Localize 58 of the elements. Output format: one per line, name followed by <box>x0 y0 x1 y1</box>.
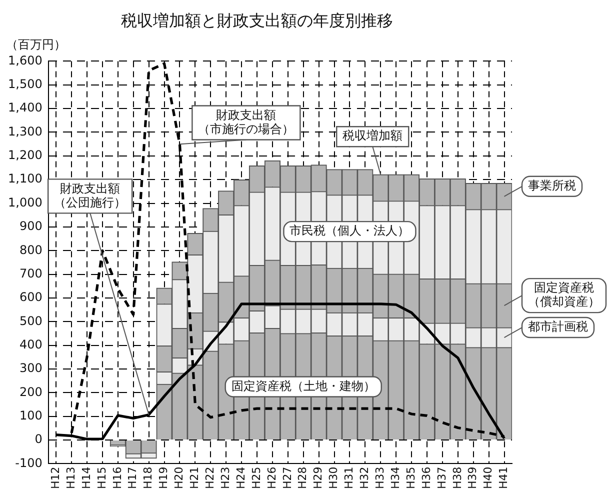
x-tick-label: H37 <box>435 466 448 490</box>
y-tick-label: 1,300 <box>8 124 42 138</box>
y-tick-label: 100 <box>19 408 42 422</box>
x-tick-label: H39 <box>466 466 480 490</box>
x-tick-label: H26 <box>265 466 278 490</box>
x-tick-label: H20 <box>172 466 186 490</box>
x-tick-label: H29 <box>312 466 325 490</box>
text: 財政支出額（公団施行） <box>54 181 126 210</box>
x-tick-label: H24 <box>234 466 248 490</box>
x-tick-label: H14 <box>80 466 93 490</box>
x-tick-label: H21 <box>188 466 202 490</box>
y-tick-label: 700 <box>19 266 42 280</box>
y-tick-label: 600 <box>19 290 42 304</box>
x-tick-label: H32 <box>358 466 372 490</box>
x-tick-label: H34 <box>388 466 402 490</box>
x-tick-label: H22 <box>203 466 216 490</box>
y-tick-label: 1,000 <box>8 195 42 210</box>
y-tick-label: 300 <box>19 361 42 376</box>
x-tick-label: H17 <box>126 466 140 490</box>
y-tick-label: 1,100 <box>8 172 42 186</box>
x-tick-label: H19 <box>157 466 170 490</box>
y-tick-label: 500 <box>19 314 42 328</box>
series-label: 固定資産税（土地・建物） <box>231 378 376 393</box>
x-tick-label: H25 <box>250 466 263 490</box>
y-tick-label: 1,500 <box>8 77 42 92</box>
x-tick-label: H15 <box>95 466 108 490</box>
series-label: 固定資産税（償却資産） <box>528 280 600 309</box>
x-tick-label: H31 <box>342 466 356 490</box>
chart-title: 税収増加額と財政支出額の年度別推移 <box>121 10 393 30</box>
series-label: 事業所税 <box>528 178 576 193</box>
x-tick-label: H18 <box>142 466 155 490</box>
y-tick-label: 900 <box>19 219 42 234</box>
annotation: 税収増加額 <box>342 128 403 143</box>
x-tick-label: H35 <box>404 466 418 490</box>
x-tick-label: H13 <box>64 466 78 490</box>
y-tick-label: 400 <box>19 337 42 352</box>
y-axis-title: （百万円） <box>6 37 66 52</box>
x-tick-label: H12 <box>48 466 62 490</box>
x-tick-label: H41 <box>497 466 510 490</box>
y-tick-label: -100 <box>15 456 42 470</box>
y-tick-label: 0 <box>34 432 42 446</box>
y-tick-label: 1,600 <box>8 53 42 68</box>
series-label: 財政支出額（市施行の場合） <box>198 108 294 136</box>
series-label: 都市計画税 <box>528 320 588 334</box>
x-tick-label: H33 <box>373 466 386 490</box>
y-tick-label: 1,400 <box>8 100 42 115</box>
x-tick-label: H40 <box>482 466 495 490</box>
series-label: 市民税（個人・法人） <box>290 224 410 238</box>
x-tick-label: H16 <box>110 466 124 490</box>
y-tick-label: 800 <box>19 242 42 257</box>
x-tick-label: H36 <box>420 466 433 490</box>
x-tick-label: H23 <box>218 466 232 490</box>
x-tick-label: H28 <box>296 466 310 490</box>
x-tick-label: H27 <box>280 466 294 490</box>
y-tick-label: 1,200 <box>8 148 42 162</box>
x-tick-label: H30 <box>327 466 340 490</box>
x-tick-label: H38 <box>450 466 464 490</box>
y-tick-label: 200 <box>19 384 42 399</box>
